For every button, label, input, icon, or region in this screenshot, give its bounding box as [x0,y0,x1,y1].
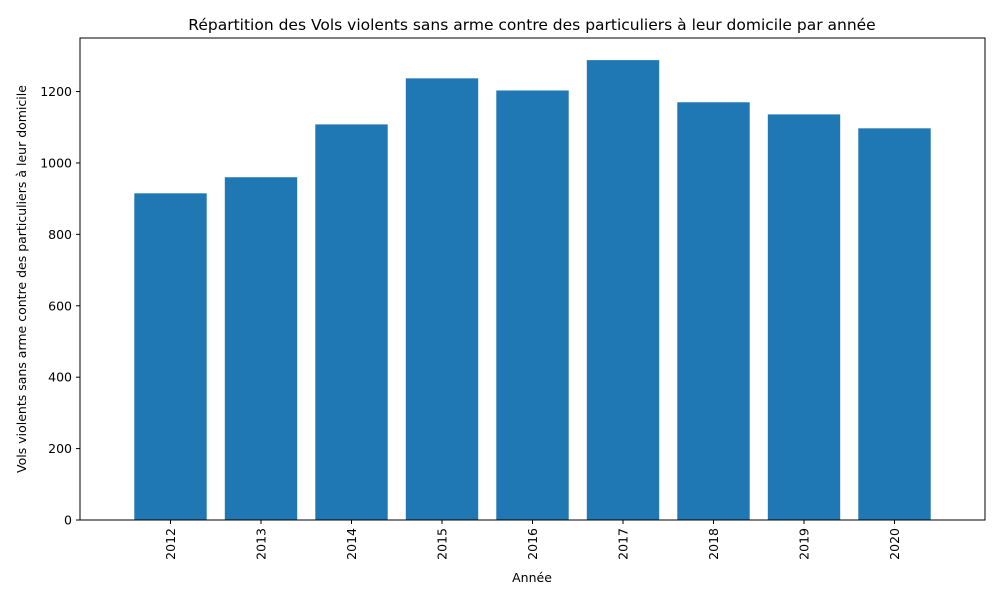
y-tick-label: 600 [48,298,72,313]
x-tick-label: 2017 [616,528,631,560]
x-tick-label: 2018 [706,528,721,560]
x-tick-label: 2020 [887,528,902,560]
bars-group [134,60,931,521]
x-tick-label: 2014 [344,528,359,560]
bar-2020 [858,128,931,520]
bar-2017 [586,60,660,521]
bar-2012 [134,193,207,521]
plot-frame [79,37,986,521]
x-tick-label: 2015 [435,528,450,560]
x-tick-label: 2016 [525,528,540,560]
y-tick-label: 400 [48,370,72,385]
bar-2016 [496,90,569,521]
x-axis-ticks: 2012 2013 2014 2015 2016 2017 2018 2019 2020 [163,520,902,560]
chart-title: Répartition des Vols violents sans arme … [188,16,875,34]
y-tick-label: 200 [48,441,72,456]
bar-2019 [767,114,841,520]
x-tick-label: 2019 [797,528,812,560]
bar-2015 [405,78,479,520]
bar-2013 [224,177,298,520]
y-tick-label: 0 [64,513,72,528]
y-axis-ticks: 0 200 400 600 800 1000 1200 [40,84,80,528]
x-axis-label: Année [512,570,552,585]
x-tick-label: 2012 [163,528,178,560]
y-tick-label: 1000 [40,155,72,170]
bar-2018 [677,102,750,521]
y-axis-label: Vols violents sans arme contre des parti… [14,85,29,473]
x-tick-label: 2013 [254,528,269,560]
bar-2014 [315,124,388,521]
y-tick-label: 800 [48,227,72,242]
y-tick-label: 1200 [40,84,72,99]
